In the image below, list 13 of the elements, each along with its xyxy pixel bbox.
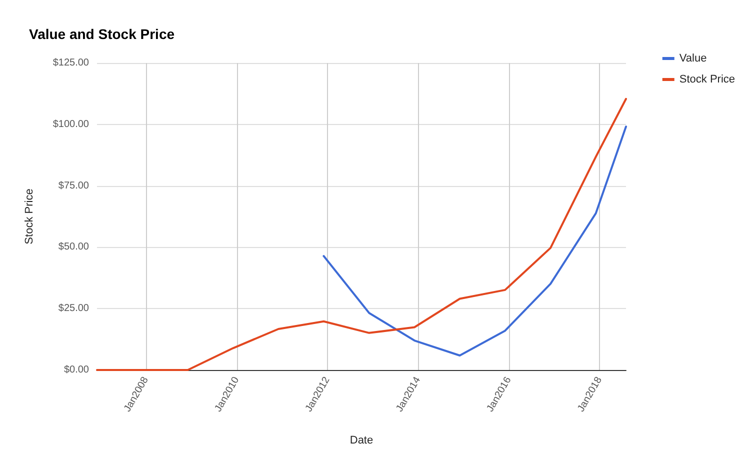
y-axis-title: Stock Price [24,188,36,244]
legend-label: Stock Price [679,74,736,86]
x-axis-title: Date [350,434,374,446]
y-tick-label: $50.00 [58,242,90,253]
line-series [96,98,627,371]
legend-label: Value [679,52,707,64]
chart-title: Value and Stock Price [29,26,175,42]
y-tick-label: $100.00 [52,118,90,130]
y-tick-label: $125.00 [52,58,90,68]
line-series [322,126,627,357]
y-tick-label: $25.00 [58,303,90,314]
y-tick-label: $0.00 [64,364,90,376]
y-tick-label: $75.00 [58,180,90,192]
